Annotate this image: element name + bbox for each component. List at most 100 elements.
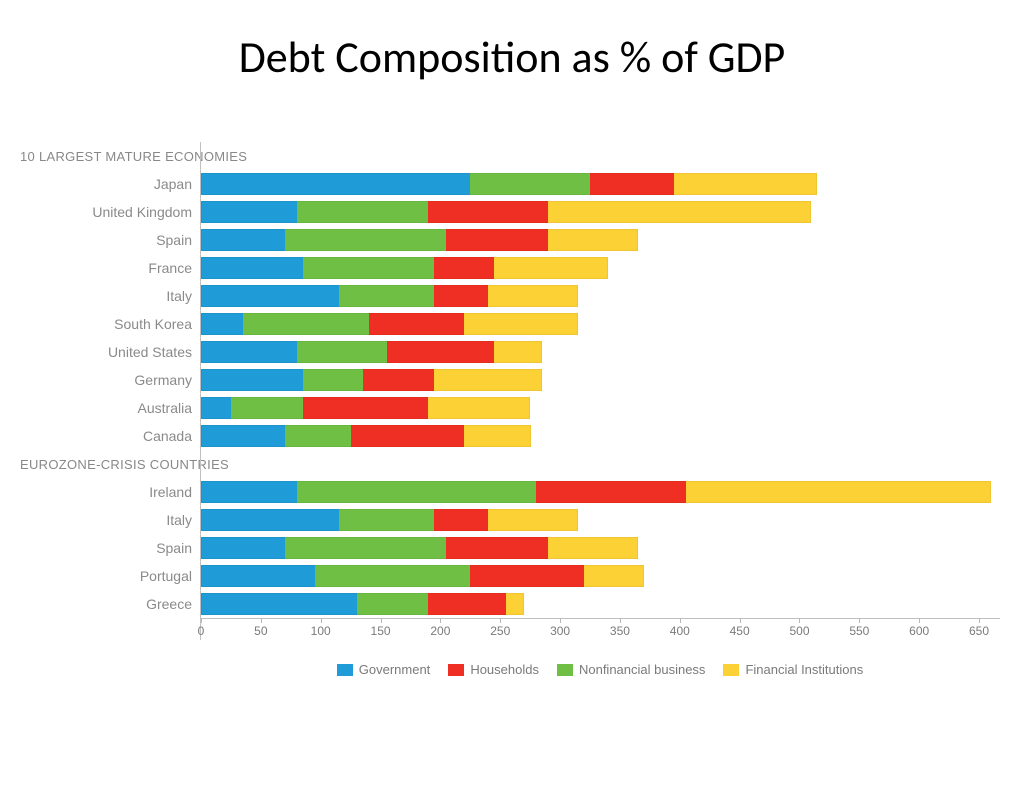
plot-area bbox=[200, 170, 1000, 198]
plot-area bbox=[200, 310, 1000, 338]
bar-segment-nonfin bbox=[303, 257, 435, 279]
bar-row: Canada bbox=[20, 422, 1000, 450]
bar-segment-house bbox=[446, 537, 548, 559]
legend-swatch bbox=[448, 664, 464, 676]
x-tick-label: 50 bbox=[254, 624, 267, 638]
bar-row: Greece bbox=[20, 590, 1000, 618]
bar-segment-fin bbox=[584, 565, 644, 587]
bar-segment-gov bbox=[201, 397, 231, 419]
plot-area bbox=[200, 282, 1000, 310]
bar-segment-fin bbox=[464, 313, 578, 335]
stacked-bar bbox=[201, 509, 578, 531]
bar-row: Spain bbox=[20, 226, 1000, 254]
bar-segment-nonfin bbox=[339, 285, 435, 307]
plot-area bbox=[200, 142, 1000, 170]
stacked-bar bbox=[201, 425, 531, 447]
legend-label: Financial Institutions bbox=[745, 662, 863, 677]
bar-row: Italy bbox=[20, 282, 1000, 310]
bar-label: Portugal bbox=[20, 568, 200, 584]
bar-segment-gov bbox=[201, 341, 297, 363]
bar-segment-nonfin bbox=[339, 509, 435, 531]
x-tick-label: 150 bbox=[371, 624, 391, 638]
bar-segment-house bbox=[434, 509, 488, 531]
x-tick-label: 500 bbox=[789, 624, 809, 638]
legend: Government Households Nonfinancial busines… bbox=[200, 662, 1000, 677]
x-tick-label: 350 bbox=[610, 624, 630, 638]
stacked-bar bbox=[201, 565, 644, 587]
legend-item-house: Households bbox=[448, 662, 539, 677]
stacked-bar bbox=[201, 285, 578, 307]
stacked-bar bbox=[201, 229, 638, 251]
page-title: Debt Composition as % of GDP bbox=[0, 30, 1024, 84]
bar-segment-fin bbox=[506, 593, 524, 615]
bar-segment-house bbox=[434, 285, 488, 307]
bar-label: Italy bbox=[20, 512, 200, 528]
bar-segment-gov bbox=[201, 229, 285, 251]
bar-segment-house bbox=[470, 565, 584, 587]
bar-segment-nonfin bbox=[357, 593, 429, 615]
bar-segment-gov bbox=[201, 201, 297, 223]
plot-area bbox=[200, 478, 1000, 506]
x-tick-label: 200 bbox=[430, 624, 450, 638]
x-tick-label: 550 bbox=[849, 624, 869, 638]
legend-swatch bbox=[723, 664, 739, 676]
bar-segment-nonfin bbox=[297, 201, 429, 223]
stacked-bar bbox=[201, 481, 991, 503]
x-tick bbox=[979, 618, 980, 623]
legend-swatch bbox=[337, 664, 353, 676]
bar-segment-house bbox=[387, 341, 495, 363]
bar-segment-house bbox=[446, 229, 548, 251]
bar-segment-gov bbox=[201, 537, 285, 559]
legend-swatch bbox=[557, 664, 573, 676]
bar-label: United Kingdom bbox=[20, 204, 200, 220]
bar-row: France bbox=[20, 254, 1000, 282]
stacked-bar bbox=[201, 313, 578, 335]
bar-row: Germany bbox=[20, 366, 1000, 394]
legend-item-nonfin: Nonfinancial business bbox=[557, 662, 705, 677]
bar-segment-house bbox=[590, 173, 674, 195]
bar-segment-house bbox=[536, 481, 686, 503]
legend-item-gov: Government bbox=[337, 662, 431, 677]
bar-segment-nonfin bbox=[231, 397, 303, 419]
bar-segment-fin bbox=[434, 369, 542, 391]
bar-label: Canada bbox=[20, 428, 200, 444]
bar-label: Ireland bbox=[20, 484, 200, 500]
x-tick-label: 100 bbox=[311, 624, 331, 638]
bar-segment-house bbox=[428, 201, 548, 223]
x-tick bbox=[201, 618, 202, 623]
debt-composition-chart: 10 LARGEST MATURE ECONOMIESJapanUnited K… bbox=[20, 142, 1000, 677]
bar-segment-gov bbox=[201, 369, 303, 391]
bar-segment-house bbox=[351, 425, 465, 447]
x-tick bbox=[740, 618, 741, 623]
x-axis-plot: 050100150200250300350400450500550600650 bbox=[200, 618, 1000, 640]
legend-label: Government bbox=[359, 662, 431, 677]
bar-segment-fin bbox=[494, 341, 542, 363]
bar-label: Spain bbox=[20, 540, 200, 556]
axis-spacer bbox=[20, 618, 200, 619]
plot-area bbox=[200, 422, 1000, 450]
bar-row: Portugal bbox=[20, 562, 1000, 590]
stacked-bar bbox=[201, 257, 608, 279]
bar-label: South Korea bbox=[20, 316, 200, 332]
stacked-bar bbox=[201, 593, 524, 615]
x-tick bbox=[261, 618, 262, 623]
bar-segment-gov bbox=[201, 593, 357, 615]
plot-area bbox=[200, 590, 1000, 618]
bar-segment-fin bbox=[674, 173, 818, 195]
stacked-bar bbox=[201, 201, 811, 223]
x-tick-label: 400 bbox=[670, 624, 690, 638]
stacked-bar bbox=[201, 397, 530, 419]
x-tick bbox=[321, 618, 322, 623]
x-tick bbox=[859, 618, 860, 623]
plot-area bbox=[200, 338, 1000, 366]
x-tick bbox=[440, 618, 441, 623]
stacked-bar bbox=[201, 341, 542, 363]
section-header-label: EUROZONE-CRISIS COUNTRIES bbox=[20, 457, 200, 472]
bar-row: South Korea bbox=[20, 310, 1000, 338]
stacked-bar bbox=[201, 173, 817, 195]
bar-segment-nonfin bbox=[285, 425, 351, 447]
bar-row: Japan bbox=[20, 170, 1000, 198]
bar-segment-gov bbox=[201, 509, 339, 531]
plot-area bbox=[200, 198, 1000, 226]
bar-segment-nonfin bbox=[285, 537, 447, 559]
